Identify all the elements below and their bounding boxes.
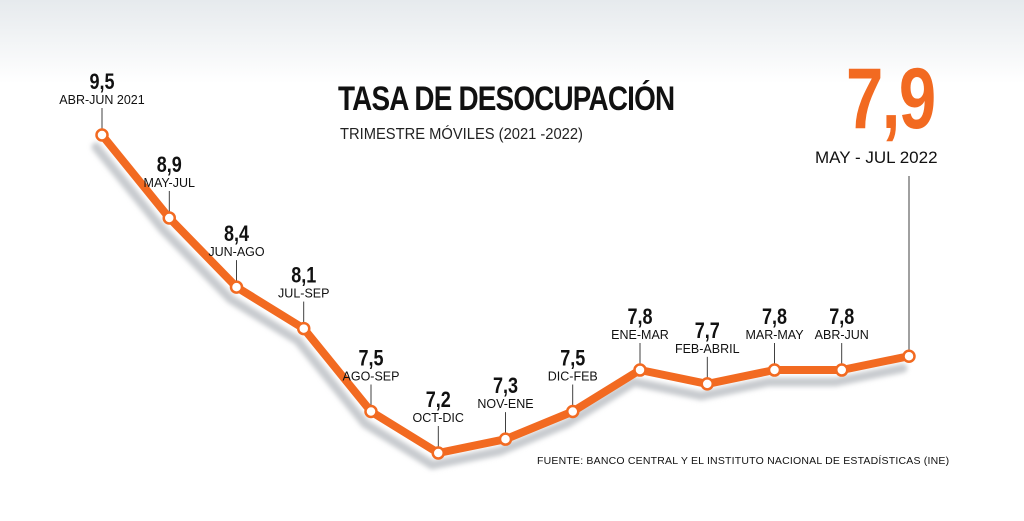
chart-subtitle: TRIMESTRE MÓVILES (2021 -2022) (340, 126, 583, 143)
data-value-label: 9,5 (89, 70, 114, 94)
category-label: ABR-JUN 2021 (59, 93, 144, 107)
data-point (633, 363, 647, 377)
data-value-label: 7,8 (762, 305, 787, 329)
data-point (835, 363, 849, 377)
category-label: JUN-AGO (208, 245, 265, 259)
data-value-label: 7,2 (426, 388, 451, 412)
data-point (902, 349, 916, 363)
data-value-label: 8,1 (291, 264, 316, 288)
category-label: AGO-SEP (343, 370, 400, 384)
category-label: FEB-ABRIL (675, 342, 740, 356)
category-label: MAR-MAY (745, 328, 804, 342)
data-value-label: 8,4 (224, 222, 250, 246)
data-value-label: 7,5 (358, 347, 383, 371)
category-label: DIC-FEB (548, 370, 598, 384)
data-point (162, 211, 176, 225)
data-point (566, 404, 580, 419)
chart-title: TASA DE DESOCUPACIÓN (338, 80, 675, 118)
data-value-label: 7,7 (695, 319, 720, 343)
data-value-label: 7,5 (560, 347, 585, 371)
data-value-label: 7,8 (829, 305, 854, 329)
data-point (431, 446, 445, 460)
data-point (297, 321, 311, 336)
data-value-label: 7,3 (493, 375, 518, 399)
highlight-value: 7,9 (846, 51, 936, 147)
data-value-label: 8,9 (157, 153, 182, 177)
data-point (364, 404, 378, 419)
data-point (229, 280, 244, 294)
category-label: ENE-MAR (611, 328, 669, 342)
line-shadow (91, 142, 908, 470)
category-label: JUL-SEP (278, 287, 329, 301)
highlight-period: MAY - JUL 2022 (815, 148, 938, 167)
data-point (767, 363, 782, 377)
source-note: FUENTE: BANCO CENTRAL Y EL INSTITUTO NAC… (537, 455, 950, 467)
category-label: MAY-JUL (144, 176, 195, 190)
category-label: OCT-DIC (413, 411, 464, 425)
category-label: ABR-JUN (815, 328, 869, 342)
data-value-label: 7,8 (627, 305, 652, 329)
category-label: NOV-ENE (477, 397, 533, 411)
data-point (498, 432, 513, 446)
data-point (700, 377, 714, 391)
data-point (95, 128, 109, 142)
